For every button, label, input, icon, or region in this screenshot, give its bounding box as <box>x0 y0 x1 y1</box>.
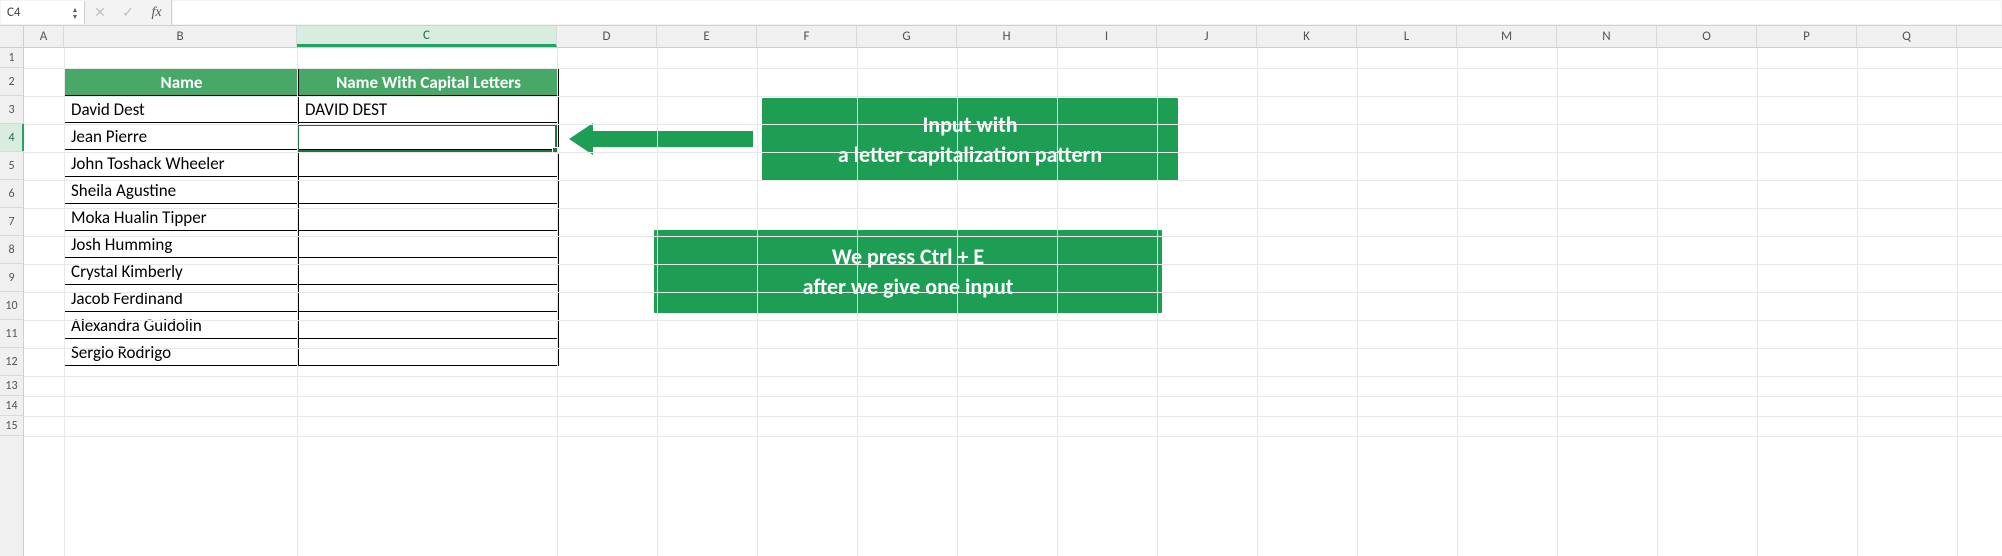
col-header-A[interactable]: A <box>24 26 64 47</box>
gridline <box>24 180 2002 181</box>
col-header-G[interactable]: G <box>857 26 957 47</box>
row-header-7[interactable]: 7 <box>0 208 23 236</box>
row-header-9[interactable]: 9 <box>0 264 23 292</box>
callout2-line2: after we give one input <box>680 272 1136 302</box>
row-header-11[interactable]: 11 <box>0 320 23 348</box>
row-header-12[interactable]: 12 <box>0 348 23 376</box>
row-header-4[interactable]: 4 <box>0 124 23 152</box>
col-header-H[interactable]: H <box>957 26 1057 47</box>
table-cell[interactable]: DAVID DEST <box>298 95 559 123</box>
table-cell[interactable]: David Dest <box>64 95 299 123</box>
row-header-6[interactable]: 6 <box>0 180 23 208</box>
table-cell[interactable]: Jacob Ferdinand <box>64 284 299 312</box>
gridline <box>24 236 2002 237</box>
formula-input[interactable] <box>173 1 2001 24</box>
row-headers: 123456789101112131415 <box>0 48 24 556</box>
gridline <box>24 436 2002 437</box>
table-cell[interactable]: Jean Pierre <box>64 122 299 150</box>
annotation-arrow <box>569 123 753 155</box>
gridline <box>24 376 2002 377</box>
arrow-head-icon <box>569 123 593 155</box>
col-header-P[interactable]: P <box>1757 26 1857 47</box>
table-header[interactable]: Name <box>64 68 299 96</box>
name-box-wrap[interactable]: ▲▼ <box>1 1 85 24</box>
gridline <box>24 124 2002 125</box>
row-header-2[interactable]: 2 <box>0 68 23 96</box>
col-header-D[interactable]: D <box>557 26 657 47</box>
row-header-3[interactable]: 3 <box>0 96 23 124</box>
cancel-icon: ✕ <box>86 0 114 25</box>
table-cell[interactable]: John Toshack Wheeler <box>64 149 299 177</box>
col-header-B[interactable]: B <box>64 26 297 47</box>
table-cell[interactable] <box>298 311 559 339</box>
table-cell[interactable] <box>298 257 559 285</box>
table-cell[interactable]: Josh Humming <box>64 230 299 258</box>
row-header-10[interactable]: 10 <box>0 292 23 320</box>
col-header-L[interactable]: L <box>1357 26 1457 47</box>
col-header-M[interactable]: M <box>1457 26 1557 47</box>
col-header-N[interactable]: N <box>1557 26 1657 47</box>
arrow-line <box>593 131 753 147</box>
table-cell[interactable] <box>298 230 559 258</box>
gridline <box>24 396 2002 397</box>
enter-icon: ✓ <box>114 0 142 25</box>
col-header-O[interactable]: O <box>1657 26 1757 47</box>
gridline <box>24 292 2002 293</box>
annotation-callout-2: We press Ctrl + E after we give one inpu… <box>654 230 1162 313</box>
gridline <box>24 152 2002 153</box>
formula-bar: ▲▼ ✕ ✓ fx <box>0 0 2002 26</box>
select-all-corner[interactable] <box>0 26 24 48</box>
gridline <box>24 68 2002 69</box>
grid[interactable]: ABCDEFGHIJKLMNOPQ 123456789101112131415 … <box>0 26 2002 556</box>
gridline <box>24 348 2002 349</box>
col-header-F[interactable]: F <box>757 26 857 47</box>
column-headers: ABCDEFGHIJKLMNOPQ <box>24 26 2002 48</box>
col-header-I[interactable]: I <box>1057 26 1157 47</box>
table-cell[interactable] <box>298 149 559 177</box>
row-header-14[interactable]: 14 <box>0 396 23 416</box>
row-header-15[interactable]: 15 <box>0 416 23 436</box>
table-cell[interactable]: Sergio Rodrigo <box>64 338 299 366</box>
name-box[interactable] <box>7 5 68 20</box>
col-header-C[interactable]: C <box>297 26 557 47</box>
table-cell[interactable]: Crystal Kimberly <box>64 257 299 285</box>
col-header-E[interactable]: E <box>657 26 757 47</box>
gridline <box>24 208 2002 209</box>
row-header-8[interactable]: 8 <box>0 236 23 264</box>
name-box-stepper-icon[interactable]: ▲▼ <box>68 3 82 23</box>
table-cell[interactable]: Alexandra Guidolin <box>64 311 299 339</box>
table-cell[interactable] <box>298 284 559 312</box>
gridline <box>24 96 2002 97</box>
col-header-K[interactable]: K <box>1257 26 1357 47</box>
col-header-Q[interactable]: Q <box>1857 26 1957 47</box>
annotation-callout-1: Input with a letter capitalization patte… <box>762 98 1178 181</box>
table-cell[interactable] <box>298 338 559 366</box>
gridline <box>24 264 2002 265</box>
row-header-1[interactable]: 1 <box>0 48 23 68</box>
cells-area[interactable]: NameName With Capital LettersDavid DestD… <box>24 48 2002 556</box>
row-header-5[interactable]: 5 <box>0 152 23 180</box>
callout2-line1: We press Ctrl + E <box>680 242 1136 272</box>
row-header-13[interactable]: 13 <box>0 376 23 396</box>
gridline <box>24 416 2002 417</box>
callout1-line2: a letter capitalization pattern <box>788 140 1152 170</box>
gridline <box>24 320 2002 321</box>
fx-button[interactable]: fx <box>142 0 172 25</box>
col-header-J[interactable]: J <box>1157 26 1257 47</box>
spreadsheet-app: ▲▼ ✕ ✓ fx ABCDEFGHIJKLMNOPQ 123456789101… <box>0 0 2002 556</box>
table-cell[interactable] <box>298 122 559 150</box>
table-header[interactable]: Name With Capital Letters <box>298 68 559 96</box>
